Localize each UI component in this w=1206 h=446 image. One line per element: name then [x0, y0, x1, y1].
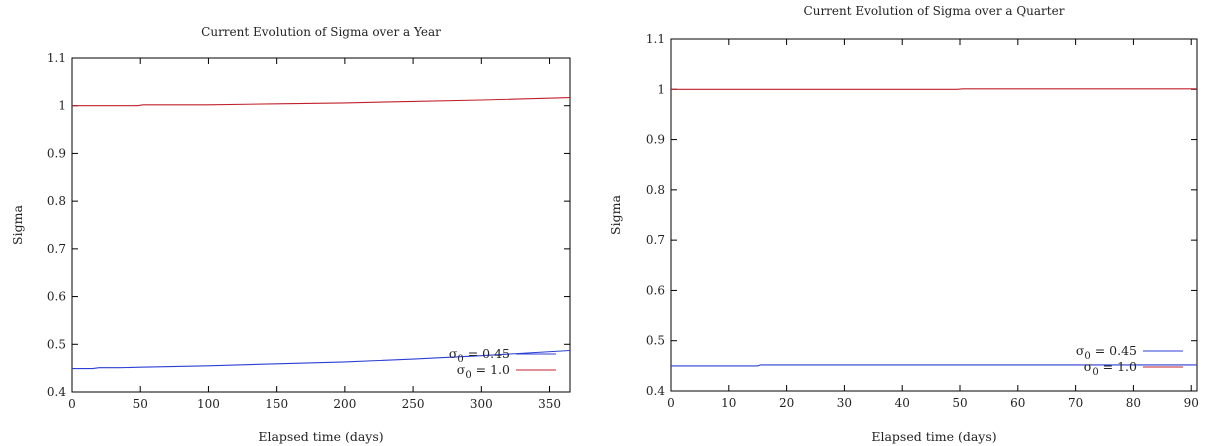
x-tick-label: 70 — [1068, 396, 1083, 410]
x-axis-label: Elapsed time (days) — [258, 429, 383, 444]
y-tick-label: 0.9 — [646, 133, 665, 147]
y-tick-label: 0.4 — [47, 385, 66, 399]
x-tick-label: 100 — [197, 397, 220, 411]
x-tick-label: 350 — [538, 397, 561, 411]
x-tick-label: 60 — [1010, 396, 1025, 410]
x-tick-label: 0 — [68, 397, 76, 411]
series-line-sigma0-10 — [671, 88, 1197, 90]
plot-frame — [670, 38, 1198, 392]
y-tick-label: 0.6 — [47, 290, 66, 304]
x-tick-label: 40 — [895, 396, 910, 410]
y-tick-label: 0.4 — [646, 384, 665, 398]
series-line-sigma0-10 — [72, 97, 571, 107]
legend-label: σ0 = 1.0 — [457, 362, 510, 381]
y-tick-label: 1.1 — [47, 51, 66, 65]
y-tick-label: 1 — [58, 99, 66, 113]
y-tick-label: 0.7 — [47, 242, 66, 256]
y-tick-label: 0.8 — [47, 194, 66, 208]
x-tick-label: 250 — [402, 397, 425, 411]
y-tick-label: 1 — [657, 82, 665, 96]
x-tick-label: 30 — [837, 396, 852, 410]
legend-label: σ0 = 0.45 — [449, 346, 510, 365]
y-tick-label: 0.7 — [646, 233, 665, 247]
legend-label: σ0 = 1.0 — [1084, 359, 1137, 378]
x-tick-label: 80 — [1126, 396, 1141, 410]
series-line-sigma0-045 — [671, 364, 1197, 367]
series-line-sigma0-045 — [72, 349, 571, 370]
x-tick-label: 50 — [133, 397, 148, 411]
x-tick-label: 90 — [1184, 396, 1199, 410]
x-tick-label: 10 — [721, 396, 736, 410]
y-axis-label: Sigma — [608, 195, 623, 235]
y-tick-label: 0.6 — [646, 283, 665, 297]
chart-title: Current Evolution of Sigma over a Quarte… — [804, 4, 1065, 18]
y-tick-label: 0.8 — [646, 183, 665, 197]
chart-sigma-year: Current Evolution of Sigma over a Year 0 5… — [10, 25, 571, 444]
y-tick-label: 0.9 — [47, 146, 66, 160]
x-tick-label: 20 — [779, 396, 794, 410]
y-axis-label: Sigma — [10, 205, 25, 245]
legend-label: σ0 = 0.45 — [1076, 343, 1137, 362]
y-tick-label: 0.5 — [47, 337, 66, 351]
plot-frame — [71, 57, 571, 393]
y-tick-label: 0.5 — [646, 334, 665, 348]
chart-title: Current Evolution of Sigma over a Year — [201, 25, 441, 39]
x-axis-label: Elapsed time (days) — [871, 429, 996, 444]
y-tick-label: 1.1 — [646, 32, 665, 46]
x-tick-label: 0 — [667, 396, 675, 410]
x-tick-label: 150 — [265, 397, 288, 411]
x-tick-label: 200 — [333, 397, 356, 411]
chart-sigma-quarter: Current Evolution of Sigma over a Quarte… — [608, 4, 1199, 444]
x-tick-label: 300 — [470, 397, 493, 411]
x-tick-label: 50 — [952, 396, 967, 410]
